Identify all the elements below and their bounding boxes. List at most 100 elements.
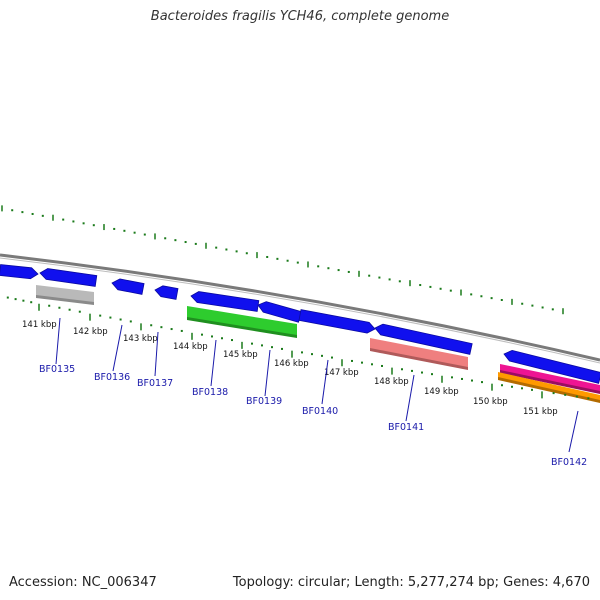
outer-minor-tick [31, 212, 34, 215]
map-title: Bacteroides fragilis YCH46, complete gen… [150, 9, 450, 24]
cds-arrow [374, 323, 473, 355]
track-green [187, 306, 297, 337]
outer-minor-tick [11, 209, 14, 212]
outer-minor-tick [266, 255, 269, 258]
kbp-label-layer: 141 kbp 142 kbp 143 kbp 144 kbp 145 kbp 146 k… [22, 320, 558, 417]
outer-minor-tick [133, 231, 136, 234]
outer-minor-tick [317, 265, 320, 268]
inner-minor-tick [129, 320, 132, 323]
inner-minor-tick [511, 385, 513, 388]
inner-minor-tick [575, 395, 578, 398]
outer-minor-tick [490, 297, 493, 300]
cds-arrow [503, 349, 600, 384]
outer-minor-tick [347, 270, 350, 273]
backbone-shadow [0, 257, 600, 364]
inner-minor-tick [99, 314, 102, 317]
gene-label: BF0140 [302, 406, 338, 417]
outer-minor-tick [245, 252, 248, 255]
outer-minor-tick [82, 222, 85, 225]
outer-minor-tick [174, 239, 177, 242]
kbp-label: 141 kbp [22, 320, 57, 330]
inner-minor-tick [180, 329, 183, 332]
inner-minor-tick [371, 363, 373, 366]
inner-minor-tick [331, 356, 333, 359]
gene-label: BF0139 [246, 396, 282, 407]
inner-minor-tick [552, 392, 555, 395]
inner-minor-tick [411, 369, 413, 372]
inner-minor-tick [421, 371, 423, 374]
outer-minor-tick [164, 237, 167, 240]
gene-leader-line [321, 359, 329, 405]
kbp-label: 144 kbp [173, 342, 208, 352]
cds-arrow [39, 268, 98, 287]
kbp-label: 143 kbp [123, 334, 158, 344]
outer-minor-tick [184, 241, 187, 244]
inner-minor-tick [68, 308, 71, 311]
gene-label: BF0135 [39, 364, 75, 375]
outer-minor-tick [429, 285, 432, 288]
backbone-ring [0, 253, 600, 364]
outer-minor-tick [470, 293, 473, 296]
inner-minor-tick [109, 316, 112, 319]
outer-minor-tick [215, 246, 218, 249]
inner-minor-tick [231, 339, 233, 342]
outer-minor-tick [439, 287, 442, 290]
inner-minor-tick [221, 337, 223, 340]
inner-minor-tick [170, 328, 173, 331]
inner-minor-tick [271, 346, 273, 349]
gene-label: BF0138 [192, 387, 228, 398]
inner-minor-tick [160, 326, 163, 329]
inner-minor-tick [14, 298, 17, 301]
outer-minor-tick [541, 306, 544, 309]
cds-arrow [190, 291, 260, 312]
inner-minor-tick [22, 299, 25, 302]
kbp-label: 142 kbp [73, 327, 108, 337]
outer-minor-tick [92, 224, 95, 227]
gene-leader-line [112, 324, 123, 372]
outer-minor-tick [521, 302, 524, 305]
outer-minor-tick [398, 280, 401, 283]
inner-minor-tick [150, 324, 153, 327]
inner-minor-tick [481, 381, 483, 384]
gene-label: BF0137 [137, 378, 173, 389]
outer-minor-tick [388, 278, 391, 281]
inner-tick-ring [6, 296, 590, 400]
outer-minor-tick [276, 257, 279, 260]
gene-leader-line [264, 349, 271, 397]
outer-minor-tick [337, 269, 340, 272]
cds-arrow [111, 278, 145, 295]
inner-minor-tick [261, 344, 263, 347]
gene-label: BF0142 [551, 457, 587, 468]
outer-minor-tick [286, 259, 289, 262]
outer-minor-tick [113, 227, 116, 230]
outer-minor-tick [72, 220, 75, 223]
track-gray-edge [36, 295, 94, 305]
outer-minor-tick [531, 304, 534, 307]
outer-minor-tick [123, 229, 126, 232]
track-salmon-edge [370, 348, 468, 370]
gene-label-layer: BF0135 BF0136 BF0137 BF0138 BF0139 BF0140 BF01… [39, 317, 587, 468]
inner-minor-tick [6, 296, 9, 299]
cds-arrow [298, 309, 376, 334]
inner-minor-tick [30, 301, 33, 304]
track-magenta-edge [500, 370, 600, 394]
gene-leader-line [405, 374, 415, 422]
kbp-label: 147 kbp [324, 368, 359, 378]
kbp-label: 151 kbp [523, 407, 558, 417]
track-green-edge [187, 317, 297, 338]
outer-minor-tick [225, 248, 228, 251]
inner-minor-tick [48, 304, 51, 307]
inner-minor-tick [431, 373, 433, 376]
gene-leader-line [55, 317, 61, 365]
inner-minor-tick [351, 359, 353, 362]
feature-tracks [36, 285, 600, 403]
outer-minor-tick [296, 261, 299, 264]
kbp-label: 146 kbp [274, 359, 309, 369]
inner-minor-tick [461, 377, 463, 380]
outer-minor-tick [480, 295, 483, 298]
cds-arrow [154, 285, 179, 300]
gene-leader-line [568, 410, 579, 453]
kbp-label: 150 kbp [473, 397, 508, 407]
inner-minor-tick [119, 318, 122, 321]
